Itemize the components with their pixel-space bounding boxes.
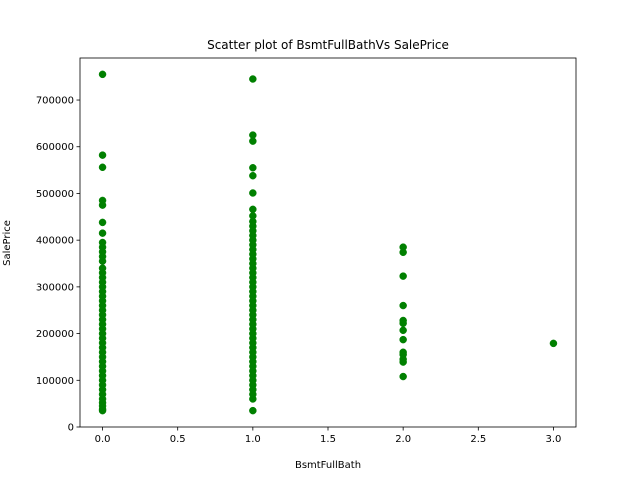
y-tick-label: 100000 [36,376,74,387]
data-point [399,372,407,381]
x-tick-label: 0.5 [170,434,186,445]
y-tick-label: 500000 [36,189,74,200]
data-point [98,218,107,227]
data-point [98,201,107,209]
data-point [98,163,107,172]
data-point [249,164,257,172]
y-tick-label: 400000 [36,236,74,247]
data-point [98,229,107,237]
x-axis-label: BsmtFullBath [295,460,361,471]
y-axis-label: SalePrice [2,220,13,266]
y-tick-label: 300000 [36,282,74,293]
chart-title: Scatter plot of BsmtFullBathVs SalePrice [207,38,449,52]
x-tick-label: 2.0 [395,434,411,445]
y-tick-label: 200000 [36,329,74,340]
data-point [399,319,407,328]
data-point [98,151,107,159]
plot-area: 0.0 0.5 1.0 1.5 2.0 2.5 3.0 0 100000 200000 300000… [36,57,577,445]
data-point [249,189,257,197]
data-point [399,335,407,344]
data-point [249,406,257,415]
y-tick-label: 600000 [36,142,74,153]
y-tick-label: 700000 [36,96,74,107]
data-point [399,248,407,257]
data-point [399,326,407,335]
data-point [249,395,257,403]
x-tick-label: 2.5 [470,434,486,445]
data-point [399,301,407,310]
data-point [249,171,257,180]
data-point [399,272,407,280]
data-point [249,137,257,145]
data-point [249,205,257,214]
x-tick-label: 1.0 [245,434,261,445]
data-point [399,358,407,366]
y-tick-label: 0 [68,423,74,434]
data-point [98,406,107,415]
x-tick-label: 3.0 [546,434,562,445]
x-tick-label: 0.0 [95,434,111,445]
data-point [98,257,107,265]
data-point [249,75,257,83]
data-point [98,70,107,79]
data-point [549,339,558,348]
x-tick-label: 1.5 [320,434,336,445]
